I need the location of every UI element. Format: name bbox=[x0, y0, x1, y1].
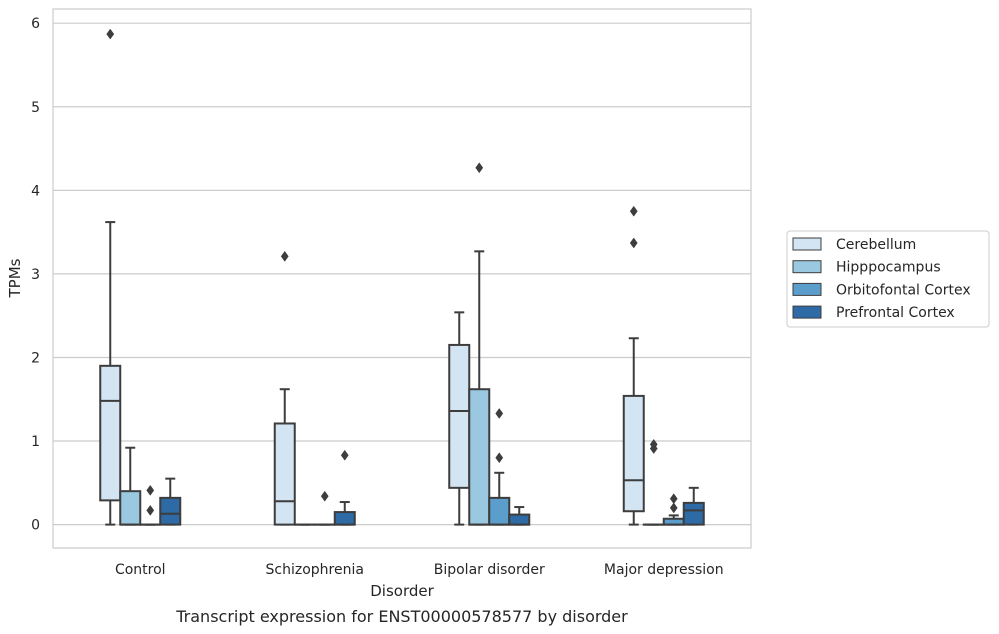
legend-frame bbox=[786, 230, 990, 328]
x-tick-label: Control bbox=[115, 562, 166, 578]
outlier-point bbox=[146, 484, 155, 496]
outlier-point bbox=[340, 449, 349, 461]
legend-label: Cerebellum bbox=[836, 237, 916, 253]
y-tick-label: 5 bbox=[31, 100, 40, 116]
series-cerebellum bbox=[99, 28, 645, 526]
y-axis-label: TPMs bbox=[6, 258, 24, 298]
box bbox=[682, 501, 705, 526]
series-orbitofontal-cortex bbox=[139, 408, 685, 526]
box bbox=[448, 343, 471, 489]
x-tick-labels: Control Schizophrenia Bipolar disorder Majo… bbox=[115, 562, 724, 578]
box bbox=[488, 496, 511, 526]
outlier-point bbox=[475, 162, 484, 174]
y-tick-label: 4 bbox=[31, 183, 40, 199]
box-series bbox=[99, 28, 705, 526]
outlier-point bbox=[146, 504, 155, 516]
legend-label: Orbitofontal Cortex bbox=[836, 282, 971, 298]
x-tick-label: Bipolar disorder bbox=[434, 562, 545, 578]
outlier-point bbox=[629, 205, 638, 217]
box bbox=[99, 364, 122, 502]
y-tick-label: 1 bbox=[31, 434, 40, 450]
y-tick-label: 2 bbox=[31, 350, 40, 366]
legend: Cerebellum Hipppocampus Orbitofontal Corte… bbox=[786, 230, 990, 328]
outlier-point bbox=[669, 502, 678, 514]
y-tick-label: 0 bbox=[31, 518, 40, 534]
box bbox=[273, 422, 296, 526]
outlier-point bbox=[495, 408, 504, 419]
legend-swatch bbox=[792, 237, 822, 251]
outlier-point bbox=[629, 237, 638, 249]
y-tick-label: 6 bbox=[31, 16, 40, 32]
box bbox=[468, 388, 491, 526]
outlier-point bbox=[106, 28, 115, 40]
legend-label: Hipppocampus bbox=[836, 260, 941, 276]
chart-caption: Transcript expression for ENST0000057857… bbox=[175, 607, 628, 626]
box bbox=[508, 513, 531, 526]
plot-area-frame bbox=[52, 8, 752, 549]
box bbox=[119, 490, 142, 526]
box bbox=[159, 496, 182, 526]
outlier-point bbox=[495, 452, 504, 464]
outlier-point bbox=[649, 443, 658, 454]
outlier-point bbox=[320, 490, 329, 502]
x-tick-label: Major depression bbox=[604, 562, 724, 578]
legend-label: Prefrontal Cortex bbox=[836, 305, 955, 321]
y-tick-labels: 0 1 2 3 4 5 6 bbox=[31, 16, 40, 533]
box bbox=[622, 394, 645, 513]
legend-swatch bbox=[792, 260, 822, 274]
x-axis-label: Disorder bbox=[370, 582, 434, 600]
outlier-point bbox=[669, 493, 678, 505]
outlier-point bbox=[280, 250, 289, 262]
box bbox=[333, 511, 356, 526]
x-tick-label: Schizophrenia bbox=[266, 562, 364, 578]
y-tick-label: 3 bbox=[31, 267, 40, 283]
grid-lines bbox=[53, 22, 751, 526]
series-hipppocampus bbox=[119, 162, 665, 526]
legend-swatch bbox=[792, 282, 822, 296]
legend-swatch bbox=[792, 305, 822, 319]
series-prefrontal-cortex bbox=[159, 449, 705, 526]
